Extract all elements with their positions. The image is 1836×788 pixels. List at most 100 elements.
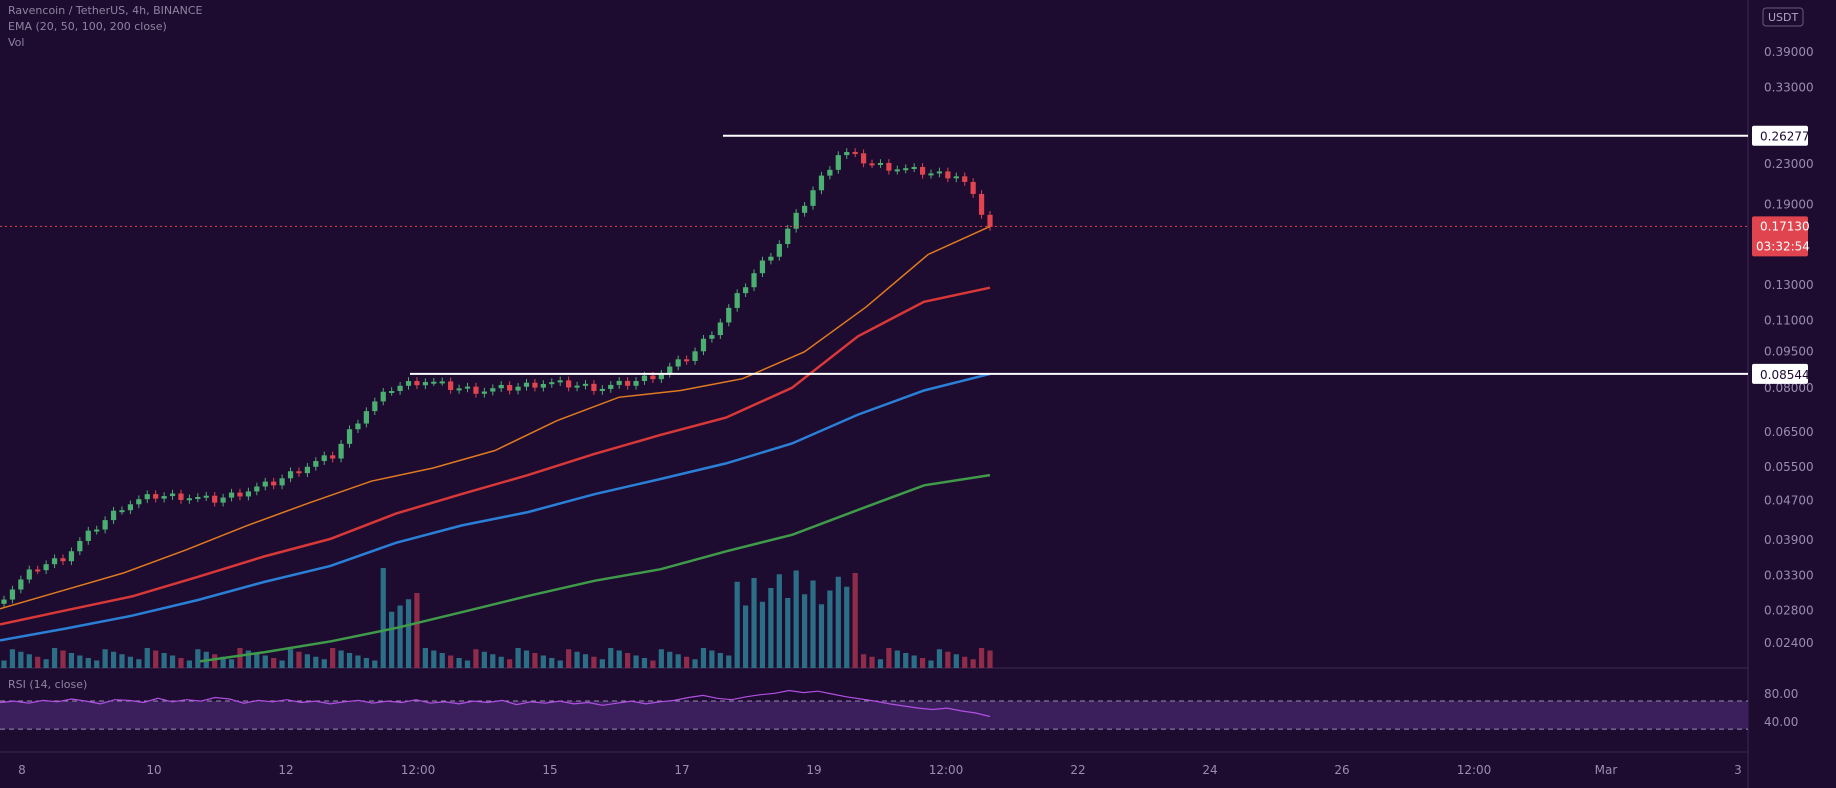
volume-bar: [658, 649, 664, 668]
volume-bar: [26, 654, 32, 668]
time-tick-label: 12:00: [929, 763, 964, 777]
candle-body: [608, 384, 614, 389]
volume-bar: [667, 651, 673, 668]
candle-body: [271, 481, 277, 486]
candle-body: [860, 153, 867, 164]
volume-bar: [136, 659, 142, 668]
candle-body: [599, 388, 605, 391]
volume-bar: [532, 653, 538, 668]
candle-body: [507, 384, 513, 391]
candle-body: [161, 496, 167, 499]
candle-body: [700, 338, 707, 352]
candle-body: [1, 599, 7, 604]
price-tick-label: 0.05500: [1764, 460, 1814, 474]
candle-body: [684, 359, 690, 362]
candle-body: [68, 551, 75, 562]
ema-line: [0, 372, 991, 642]
volume-bar: [68, 653, 75, 668]
volume-bar: [953, 654, 959, 668]
candle-body: [641, 375, 648, 382]
candle-body: [658, 373, 664, 380]
volume-bar: [886, 648, 892, 668]
candle-body: [169, 493, 176, 497]
candle-body: [978, 193, 985, 215]
chart-symbol-title: Ravencoin / TetherUS, 4h, BINANCE: [8, 4, 203, 17]
currency-badge: [1762, 7, 1804, 27]
volume-bar: [608, 648, 614, 668]
level-price-tag: [1752, 125, 1808, 146]
volume-bar: [852, 573, 858, 668]
candle-body: [77, 540, 83, 552]
volume-bar: [18, 651, 24, 668]
candle-body: [591, 383, 597, 391]
candle-body: [203, 495, 209, 498]
candle-body: [852, 152, 858, 155]
volume-bar: [313, 656, 319, 668]
candle-body: [405, 381, 412, 386]
candle-body: [616, 380, 622, 385]
volume-bar: [734, 581, 740, 668]
candle-body: [835, 155, 841, 170]
candle-body: [85, 530, 91, 541]
volume-bar: [397, 605, 403, 668]
volume-bar: [144, 648, 150, 668]
candle-body: [742, 287, 749, 294]
volume-bar: [877, 659, 884, 668]
volume-bar: [827, 590, 833, 668]
ema-indicator-label: EMA (20, 50, 100, 200 close): [8, 20, 167, 33]
volume-bar: [962, 656, 968, 668]
volume-bar: [237, 648, 243, 668]
candle-body: [810, 190, 816, 206]
candle-body: [237, 492, 243, 497]
volume-bar: [919, 658, 926, 668]
candle-body: [726, 307, 732, 323]
volume-bar: [178, 658, 184, 668]
candle-body: [894, 169, 900, 172]
time-tick-label: 8: [18, 763, 26, 777]
time-tick-label: 12:00: [401, 763, 436, 777]
candle-body: [330, 455, 336, 459]
volume-bar: [709, 650, 715, 668]
volume-bar: [448, 655, 454, 668]
time-tick-label: 24: [1202, 763, 1217, 777]
volume-bar: [978, 648, 985, 668]
volume-bar: [380, 568, 386, 668]
ema-line: [199, 473, 991, 663]
candle-body: [987, 214, 993, 227]
volume-bar: [844, 586, 850, 668]
candle-body: [844, 152, 850, 156]
volume-bar: [970, 659, 976, 668]
candle-body: [380, 391, 386, 402]
ema-line: [0, 225, 991, 610]
volume-bar: [321, 659, 327, 668]
volume-bar: [456, 658, 462, 668]
candle-body: [389, 390, 395, 393]
volume-bar: [625, 653, 631, 668]
volume-bar: [169, 655, 176, 668]
candle-body: [903, 168, 909, 171]
volume-bar: [869, 656, 875, 668]
volume-bar: [549, 658, 555, 668]
volume-bar: [363, 658, 369, 668]
candle-body: [970, 181, 976, 194]
volume-bar: [51, 648, 58, 668]
time-tick-label: 26: [1334, 763, 1349, 777]
volume-bar: [574, 651, 580, 668]
rsi-tick-label: 80.00: [1764, 687, 1798, 701]
candle-body: [675, 359, 681, 367]
volume-bar: [355, 655, 361, 668]
rsi-tick-label: 40.00: [1764, 715, 1798, 729]
candle-body: [818, 175, 825, 191]
candle-body: [633, 381, 639, 386]
candle-body: [186, 498, 193, 501]
volume-bar: [945, 651, 951, 668]
volume-indicator-label: Vol: [8, 36, 25, 49]
level-price-label: 0.26277: [1760, 130, 1810, 144]
candle-body: [372, 401, 378, 412]
volume-bar: [650, 660, 656, 668]
candle-body: [431, 381, 437, 384]
price-tick-label: 0.19000: [1764, 197, 1814, 211]
last-price-label: 0.17130: [1760, 219, 1810, 233]
candle-body: [102, 520, 108, 530]
